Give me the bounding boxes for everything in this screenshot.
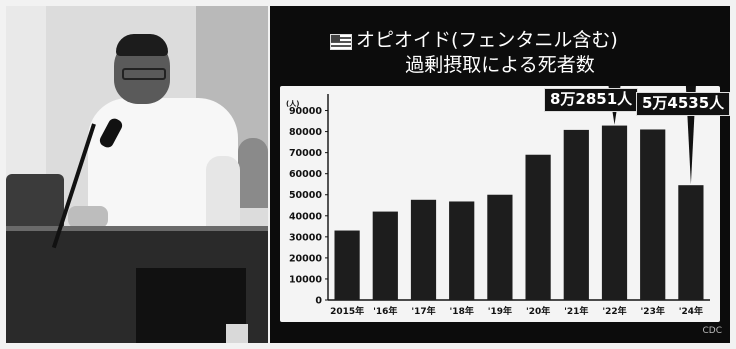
x-tick-label: '18年 (450, 305, 474, 317)
y-tick-label: 60000 (289, 169, 322, 180)
photo-speaker-glasses (122, 68, 166, 80)
y-axis-unit: (人) (286, 99, 299, 108)
y-tick-label: 40000 (289, 211, 322, 222)
chart-subtitle: 過剰摂取による死者数 (405, 54, 595, 76)
y-tick-label: 10000 (289, 274, 322, 285)
y-tick-label: 70000 (289, 148, 322, 159)
callout-2024: 5万4535人 (636, 92, 730, 116)
y-tick-label: 50000 (289, 190, 322, 201)
x-tick-label: '16年 (373, 305, 397, 317)
y-tick-label: 0 (315, 296, 322, 307)
bar (410, 199, 437, 300)
x-tick-label: '19年 (488, 305, 512, 317)
bar-chart: (人) 0 10000 20000 30000 40000 50000 60000 70000 8… (286, 86, 710, 317)
photo-speaker-hair (116, 34, 168, 56)
y-tick-label: 30000 (289, 232, 322, 243)
bar (678, 185, 704, 300)
bar (563, 129, 589, 300)
callout-2022: 8万2851人 (544, 88, 639, 112)
y-tick-label: 20000 (289, 253, 322, 264)
bar (601, 125, 628, 300)
x-tick-label: '23年 (641, 305, 665, 317)
bar (525, 154, 551, 300)
source-label: CDC (702, 326, 723, 336)
us-flag-icon (330, 34, 352, 50)
chart-title: オピオイド(フェンタニル含む) (356, 29, 618, 51)
bar (449, 201, 475, 300)
x-tick-label: '22年 (602, 305, 626, 317)
plot-area: (人) 0 10000 20000 30000 40000 50000 60000 70000 8… (280, 86, 720, 322)
bar (640, 129, 666, 300)
bar (334, 230, 360, 300)
speaker-photo (6, 6, 268, 343)
chart-panel: オピオイド(フェンタニル含む) 過剰摂取による死者数 (人) 0 10000 2000… (270, 6, 730, 343)
y-tick-label: 90000 (289, 106, 322, 117)
photo-speaker-hand (68, 206, 108, 228)
photo-window-left (6, 6, 46, 186)
x-tick-label: '24年 (679, 305, 703, 317)
x-tick-label: '20年 (526, 305, 550, 317)
x-tick-label: 2015年 (330, 305, 364, 317)
photo-background-person (238, 138, 268, 208)
y-tick-label: 80000 (289, 127, 322, 138)
photo-cup (226, 324, 248, 343)
x-tick-label: '17年 (411, 305, 435, 317)
x-tick-label: '21年 (564, 305, 588, 317)
bar (487, 194, 513, 300)
bar (372, 211, 398, 300)
